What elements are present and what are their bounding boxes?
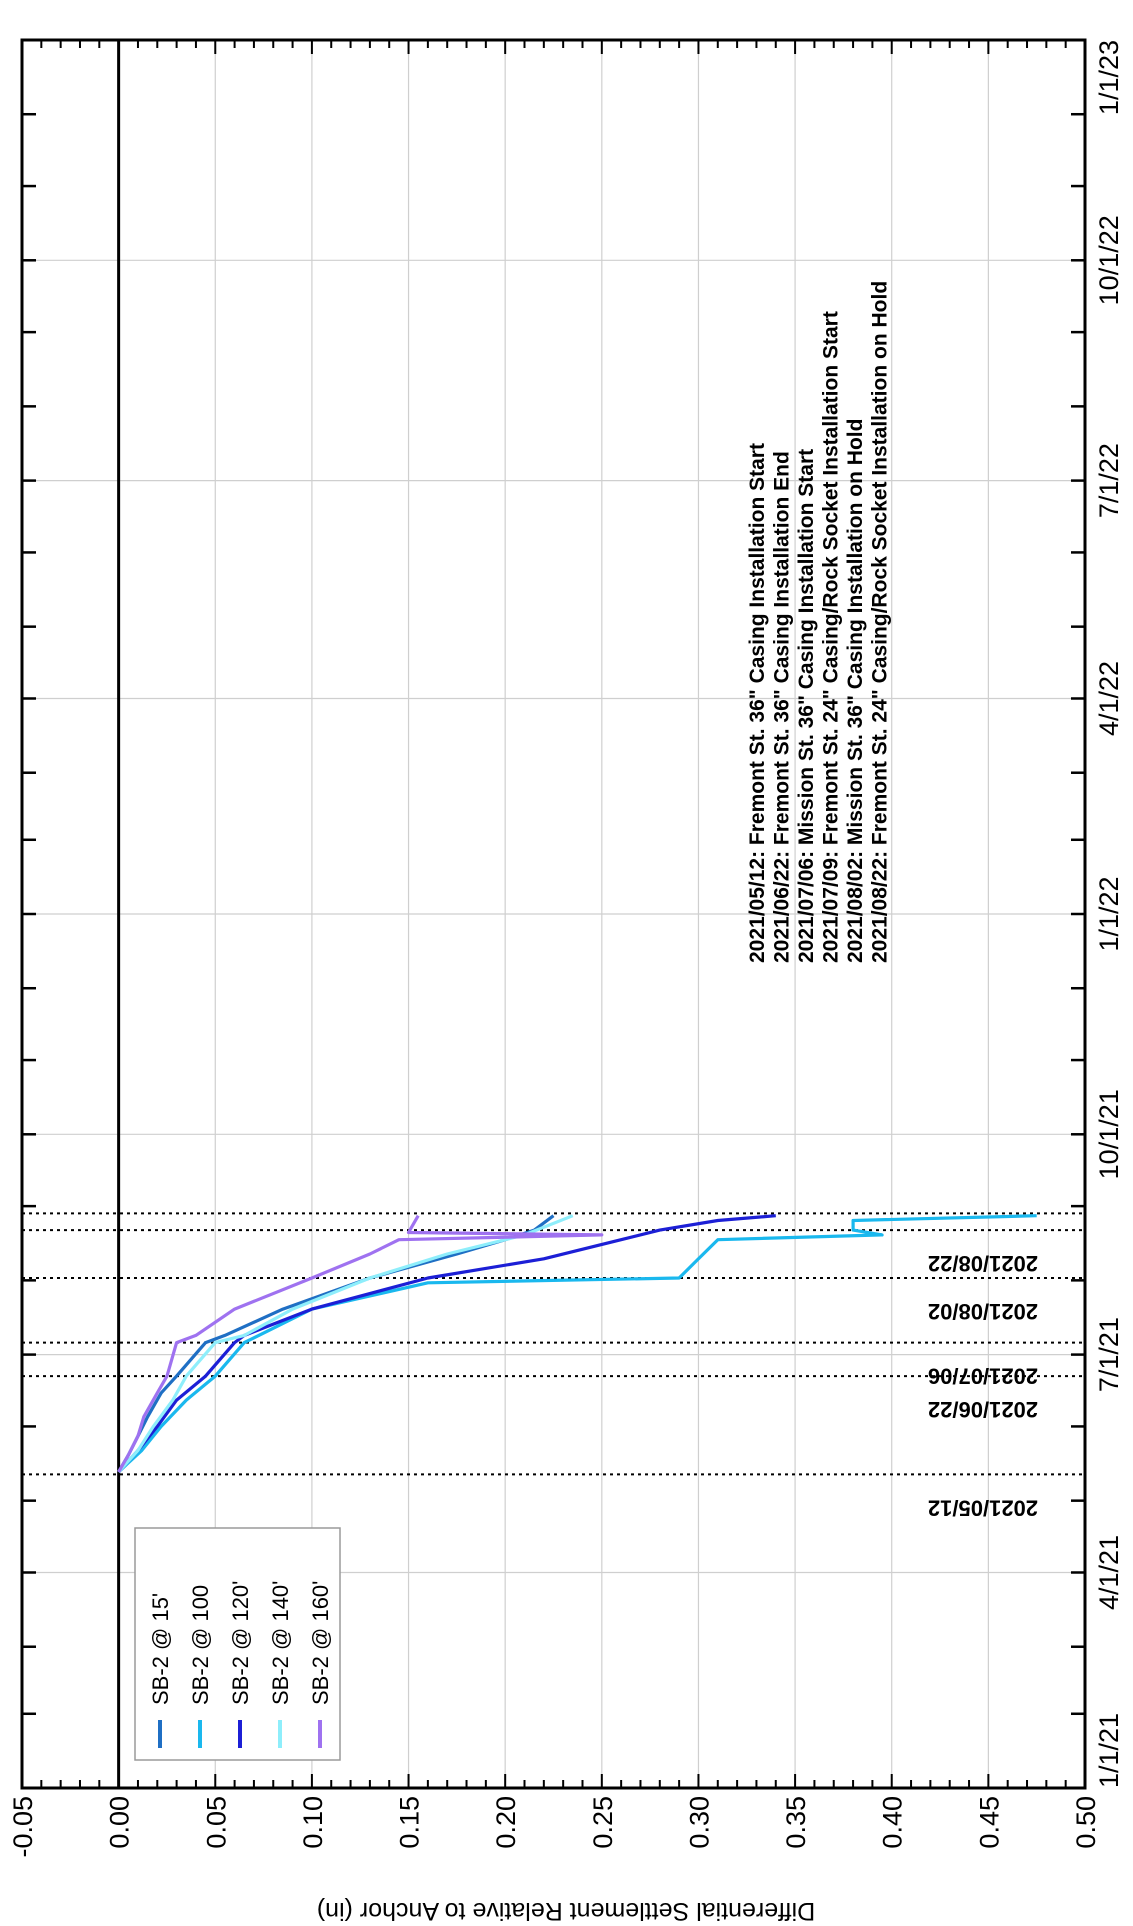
- legend-item-label: SB-2 @ 100: [188, 1585, 213, 1705]
- value-tick-label: 0.25: [588, 1796, 618, 1849]
- series-line: [117, 1214, 1037, 1474]
- value-tick-label: -0.05: [8, 1796, 38, 1858]
- value-tick-label: 0.50: [1071, 1796, 1101, 1849]
- series-line: [117, 1214, 574, 1473]
- event-annotation: 2021/08/22: Fremont St. 24" Casing/Rock …: [869, 281, 892, 963]
- value-tick-label: 0.45: [974, 1796, 1004, 1849]
- value-tick-label: 0.30: [684, 1796, 714, 1849]
- legend: SB-2 @ 15' SB-2 @ 100 SB-2 @ 120' SB-2 @ 14…: [134, 1527, 341, 1761]
- date-tick-label: 10/1/22: [1094, 215, 1124, 305]
- series-line: [117, 1214, 604, 1473]
- y-axis-title: Differential Settlement Relative to Anch…: [317, 1897, 815, 1921]
- legend-item-label: SB-2 @ 160': [308, 1581, 333, 1705]
- value-tick-label: 0.15: [395, 1796, 425, 1849]
- value-tick-label: 0.40: [878, 1796, 908, 1849]
- event-line-label: 2021/06/22: [928, 1397, 1038, 1422]
- value-tick-label: 0.35: [781, 1796, 811, 1849]
- series-line: [117, 1214, 776, 1473]
- legend-item-label: SB-2 @ 140': [268, 1581, 293, 1705]
- value-tick-label: 0.10: [298, 1796, 328, 1849]
- value-tick-label: 0.05: [201, 1796, 231, 1849]
- date-tick-label: 10/1/21: [1094, 1089, 1124, 1179]
- event-annotation: 2021/06/22: Fremont St. 36" Casing Insta…: [771, 451, 794, 963]
- plot-frame: [20, 38, 1087, 1790]
- event-line-label: 2021/07/06: [928, 1364, 1038, 1389]
- value-tick-label: 0.20: [491, 1796, 521, 1849]
- legend-item-label: SB-2 @ 15': [148, 1593, 173, 1705]
- plot-area: 2021/05/12 2021/06/22 2021/07/06 2021/08/02…: [8, 38, 1124, 1858]
- date-tick-label: 4/1/22: [1094, 661, 1124, 736]
- value-tick-label: 0.00: [105, 1796, 135, 1849]
- date-tick-label: 7/1/21: [1094, 1317, 1124, 1392]
- date-tick-label: 7/1/22: [1094, 443, 1124, 518]
- event-annotation: 2021/07/06: Mission St. 36" Casing Insta…: [795, 449, 818, 963]
- date-tick-label: 4/1/21: [1094, 1535, 1124, 1610]
- event-line-label: 2021/05/12: [928, 1495, 1038, 1520]
- event-line-label: 2021/08/02: [928, 1299, 1038, 1324]
- legend-item-label: SB-2 @ 120': [228, 1581, 253, 1705]
- event-annotation: 2021/05/12: Fremont St. 36" Casing Insta…: [746, 443, 769, 963]
- event-annotation: 2021/07/09: Fremont St. 24" Casing/Rock …: [820, 311, 843, 963]
- legend-box: [134, 1527, 341, 1761]
- date-tick-label: 1/1/21: [1094, 1713, 1124, 1788]
- date-tick-label: 1/1/22: [1094, 876, 1124, 951]
- event-line-label: 2021/08/22: [928, 1251, 1038, 1276]
- date-tick-label: 1/1/23: [1094, 40, 1124, 115]
- event-annotation: 2021/08/02: Mission St. 36" Casing Insta…: [844, 419, 867, 963]
